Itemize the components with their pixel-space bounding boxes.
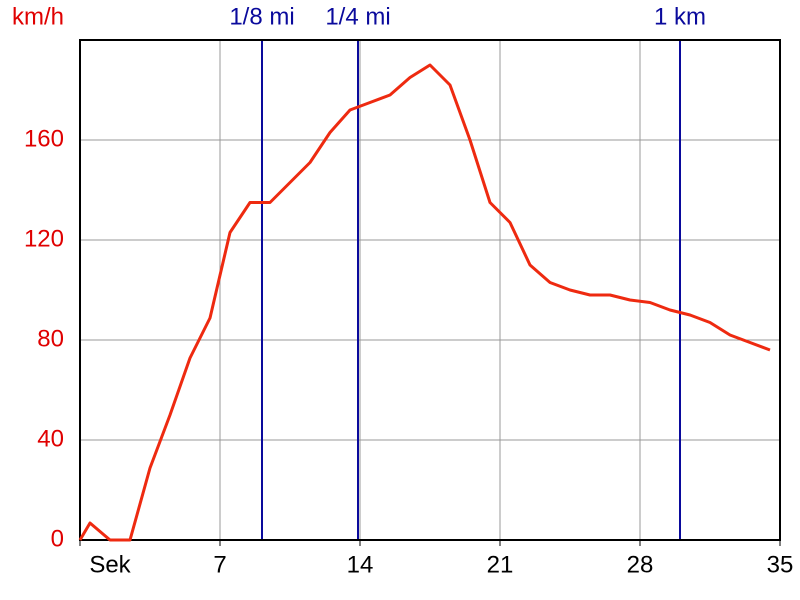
- x-tick-label: 35: [767, 551, 794, 578]
- y-tick-label: 160: [24, 125, 64, 152]
- y-tick-label: 120: [24, 225, 64, 252]
- x-tick-label: 7: [213, 551, 226, 578]
- y-axis-label: km/h: [12, 3, 64, 30]
- marker-label: 1 km: [654, 3, 706, 30]
- x-tick-label: 28: [627, 551, 654, 578]
- speed-line: [78, 63, 771, 542]
- x-tick-label: 21: [487, 551, 514, 578]
- x-tick-label: Sek: [89, 551, 131, 578]
- y-tick-label: 40: [37, 425, 64, 452]
- marker-label: 1/4 mi: [325, 3, 390, 30]
- marker-label: 1/8 mi: [229, 3, 294, 30]
- x-tick-label: 14: [347, 551, 374, 578]
- y-tick-label: 0: [51, 525, 64, 552]
- plot-frame: [79, 39, 781, 541]
- y-tick-label: 80: [37, 325, 64, 352]
